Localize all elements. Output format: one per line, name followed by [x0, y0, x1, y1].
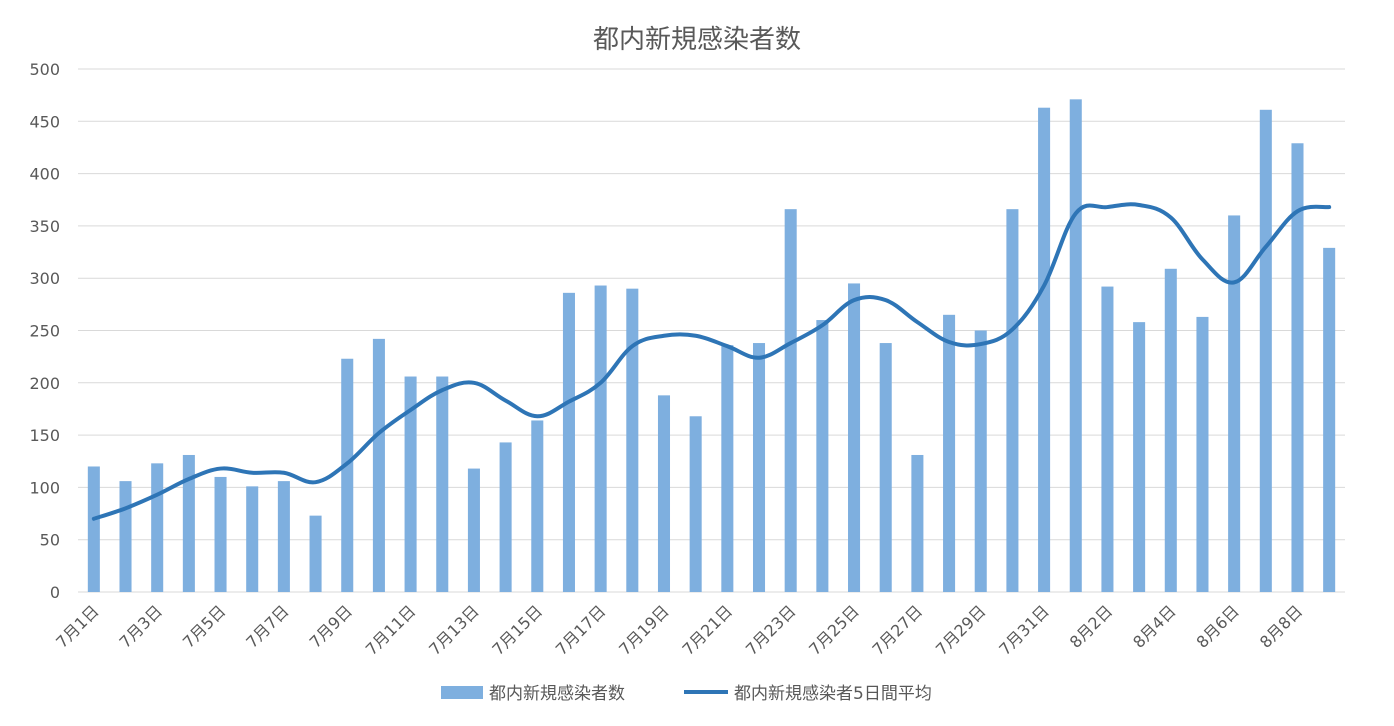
bar — [721, 345, 734, 592]
line-series — [91, 202, 1332, 521]
bar — [1038, 107, 1051, 593]
bar — [1006, 209, 1019, 592]
x-tick-label: 8月8日 — [1256, 601, 1306, 651]
x-axis-ticks: 7月1日 7月3日 7月5日 7月7日 7月9日 7月11日 7月13日 7月15日 7月17日… — [52, 601, 1306, 659]
y-tick-label: 500 — [29, 60, 60, 79]
bar — [1133, 322, 1146, 592]
y-tick-label: 250 — [29, 322, 60, 341]
x-tick-label: 7月7日 — [242, 601, 292, 651]
bar — [1164, 268, 1177, 592]
bar — [657, 395, 671, 592]
x-tick-label: 7月15日 — [488, 601, 546, 659]
y-tick-label: 200 — [29, 374, 60, 393]
bar — [531, 420, 544, 592]
y-tick-label: 150 — [29, 426, 60, 445]
bar — [879, 343, 892, 592]
legend-bar-swatch — [441, 686, 483, 699]
x-tick-label: 7月29日 — [932, 601, 990, 659]
bar — [816, 320, 829, 592]
bar — [974, 330, 987, 592]
x-tick-label: 7月27日 — [869, 601, 927, 659]
bar — [214, 476, 227, 592]
x-tick-label: 7月1日 — [52, 601, 102, 651]
bar — [1196, 316, 1209, 592]
x-tick-label: 7月23日 — [742, 601, 800, 659]
bar — [911, 454, 924, 592]
bar — [246, 486, 259, 592]
x-tick-label: 7月13日 — [425, 601, 483, 659]
bar — [784, 209, 797, 592]
legend-bar-label: 都内新規感染者数 — [489, 684, 625, 704]
bar — [182, 454, 195, 592]
chart-title: 都内新規感染者数 — [593, 25, 801, 55]
bar — [87, 466, 100, 592]
x-tick-label: 8月2日 — [1066, 601, 1116, 651]
bar — [151, 463, 164, 592]
y-tick-label: 100 — [29, 478, 60, 497]
average-line — [91, 202, 1332, 521]
y-axis-ticks: 0 50 100 150 200 250 300 350 400 450 500 — [29, 60, 60, 602]
y-tick-label: 450 — [29, 112, 60, 131]
x-tick-label: 7月25日 — [805, 601, 863, 659]
x-tick-label: 7月3日 — [116, 601, 166, 651]
bar — [309, 515, 322, 592]
bar — [626, 288, 639, 592]
bar — [341, 358, 354, 592]
x-tick-label: 7月17日 — [552, 601, 610, 659]
legend-line-label: 都内新規感染者5日間平均 — [734, 684, 932, 704]
x-tick-label: 7月9日 — [306, 601, 356, 651]
bar — [119, 481, 132, 592]
legend: 都内新規感染者数 都内新規感染者5日間平均 — [441, 684, 932, 704]
x-tick-label: 7月19日 — [615, 601, 673, 659]
x-tick-label: 8月4日 — [1129, 601, 1179, 651]
bar — [943, 314, 956, 592]
bar — [1069, 99, 1082, 593]
bar — [752, 343, 766, 592]
gridlines — [78, 68, 1345, 593]
bar-series — [87, 99, 1336, 593]
x-tick-label: 7月11日 — [362, 601, 420, 659]
x-tick-label: 7月31日 — [995, 601, 1053, 659]
y-tick-label: 350 — [29, 217, 60, 236]
bar — [467, 468, 480, 592]
bar — [499, 442, 512, 592]
x-tick-label: 7月5日 — [179, 601, 229, 651]
bar — [1228, 215, 1241, 592]
x-tick-label: 8月6日 — [1192, 601, 1242, 651]
bar — [404, 376, 417, 592]
bar — [1291, 143, 1304, 593]
x-tick-label: 7月21日 — [679, 601, 737, 659]
y-tick-label: 0 — [50, 583, 60, 602]
y-tick-label: 50 — [40, 531, 60, 550]
bar — [848, 283, 861, 592]
bar — [562, 292, 575, 592]
y-tick-label: 300 — [29, 269, 60, 288]
bar — [1323, 247, 1336, 592]
bar — [689, 416, 702, 592]
bar — [436, 376, 449, 592]
bar — [1259, 109, 1272, 592]
bar — [594, 285, 607, 592]
y-tick-label: 400 — [29, 165, 60, 184]
bar — [372, 338, 385, 592]
bar — [1101, 286, 1114, 592]
bar — [277, 481, 290, 592]
